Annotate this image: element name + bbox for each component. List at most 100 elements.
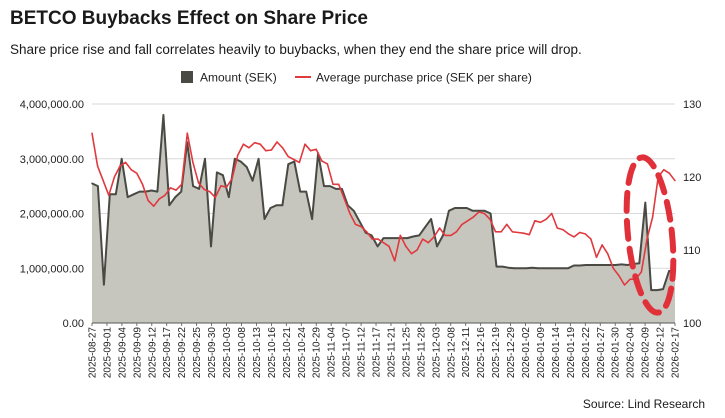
- amount-point: [614, 264, 617, 266]
- amount-point: [620, 263, 623, 266]
- price-point: [550, 212, 553, 215]
- chart-title: BETCO Buybacks Effect on Share Price: [10, 8, 368, 29]
- legend-label-price: Average purchase price (SEK per share): [316, 71, 532, 85]
- price-point: [382, 242, 385, 244]
- price-point: [309, 150, 312, 152]
- amount-point: [180, 190, 183, 193]
- source-note: Source: Lind Research: [582, 397, 705, 411]
- amount-point: [376, 245, 379, 248]
- price-point: [646, 238, 648, 240]
- price-point: [298, 161, 301, 164]
- price-point: [494, 231, 497, 233]
- price-point: [455, 231, 458, 233]
- amount-point: [454, 207, 456, 209]
- amount-point: [174, 196, 177, 198]
- amount-point: [150, 189, 153, 192]
- price-point: [287, 155, 289, 158]
- price-point: [405, 245, 407, 248]
- amount-point: [352, 209, 355, 212]
- amount-point: [192, 185, 194, 187]
- price-point: [164, 194, 166, 196]
- amount-point: [204, 157, 206, 160]
- price-point: [96, 165, 99, 167]
- amount-point: [644, 201, 647, 204]
- price-point: [450, 234, 452, 237]
- y-left-tick-label: 0.00: [63, 318, 84, 330]
- price-point: [388, 245, 390, 248]
- x-tick-label: 2025-08-27: [88, 327, 99, 379]
- amount-point: [525, 267, 528, 270]
- y-right-tick-label: 130: [683, 99, 701, 111]
- x-tick-label: 2026-01-14: [551, 327, 562, 379]
- amount-point: [293, 160, 296, 163]
- price-point: [478, 211, 480, 213]
- price-point: [253, 141, 256, 144]
- amount-point: [531, 266, 534, 269]
- amount-point: [91, 182, 93, 185]
- y-left-tick-label: 2,000,000.00: [20, 209, 84, 221]
- price-point: [567, 233, 570, 235]
- x-tick-label: 2025-11-07: [342, 327, 353, 378]
- amount-point: [412, 235, 415, 238]
- x-tick-label: 2025-09-25: [192, 327, 203, 379]
- price-point: [483, 212, 486, 215]
- y-right-tick-label: 110: [683, 245, 701, 257]
- price-point: [579, 231, 581, 234]
- x-tick-label: 2025-09-01: [102, 327, 113, 379]
- price-point: [113, 176, 116, 178]
- amount-point: [519, 267, 522, 270]
- price-point: [248, 147, 250, 149]
- amount-point: [388, 237, 391, 239]
- price-point: [141, 183, 144, 185]
- amount-point: [382, 237, 385, 239]
- x-tick-label: 2026-01-02: [521, 327, 532, 379]
- amount-point: [579, 264, 581, 267]
- price-point: [192, 161, 194, 164]
- x-tick-label: 2025-10-29: [312, 327, 323, 379]
- price-point: [377, 238, 379, 240]
- amount-point: [543, 267, 545, 270]
- price-point: [147, 199, 149, 202]
- amount-point: [501, 265, 504, 268]
- amount-point: [602, 264, 605, 266]
- amount-point: [584, 264, 587, 266]
- price-point: [91, 132, 93, 134]
- x-tick-label: 2025-09-09: [132, 327, 143, 379]
- price-point: [119, 165, 121, 167]
- price-point: [444, 234, 446, 237]
- x-tick-label: 2025-12-16: [476, 327, 487, 379]
- price-point: [259, 143, 261, 145]
- price-point: [130, 169, 132, 171]
- amount-point: [638, 262, 641, 265]
- amount-point: [561, 267, 563, 270]
- x-tick-label: 2025-12-19: [491, 327, 502, 379]
- amount-point: [406, 237, 409, 239]
- x-tick-label: 2025-09-22: [177, 327, 188, 379]
- x-tick-label: 2026-01-30: [611, 327, 622, 379]
- price-point: [410, 252, 413, 255]
- amount-area: [92, 115, 675, 323]
- amount-point: [477, 209, 480, 212]
- amount-point: [448, 209, 450, 212]
- price-point: [354, 223, 357, 226]
- y-left-tick-label: 4,000,000.00: [20, 99, 84, 111]
- price-point: [522, 232, 525, 234]
- x-tick-label: 2026-01-22: [581, 327, 592, 379]
- price-point: [472, 216, 474, 218]
- amount-point: [103, 283, 105, 286]
- price-point: [321, 160, 323, 162]
- price-point: [623, 284, 626, 286]
- x-tick-label: 2025-11-21: [386, 327, 397, 378]
- amount-point: [418, 234, 420, 237]
- amount-point: [210, 245, 212, 248]
- price-point: [640, 271, 643, 273]
- x-tick-label: 2025-09-04: [117, 327, 128, 379]
- price-point: [136, 172, 138, 175]
- price-point: [500, 231, 502, 233]
- amount-point: [198, 188, 200, 190]
- y-axis-left: 0.00 1,000,000.00 2,000,000.00 3,000,000.00…: [20, 99, 84, 330]
- price-point: [360, 225, 362, 228]
- x-tick-label: 2026-01-09: [536, 327, 547, 379]
- x-tick-label: 2026-01-27: [596, 327, 607, 379]
- amount-point: [549, 267, 551, 270]
